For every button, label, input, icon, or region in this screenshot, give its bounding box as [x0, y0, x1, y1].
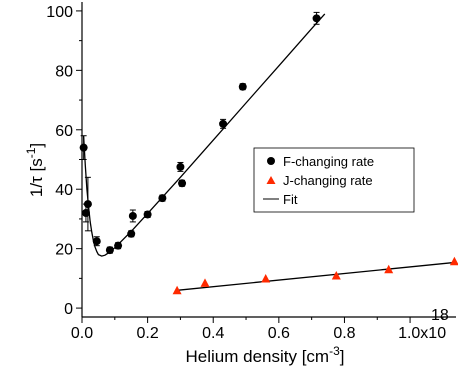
y-ticks: 0 20 40 60 80 100 [46, 4, 82, 318]
f-changing-point [128, 211, 137, 220]
x-tick-label: 0.2 [136, 325, 158, 342]
fit-line-1 [82, 13, 326, 257]
legend: F-changing rate J-changing rate Fit [253, 147, 415, 213]
f-changing-point [238, 82, 247, 91]
f-changing-point [143, 210, 152, 219]
x-tick-label: 1.0x10 [398, 325, 446, 342]
f-changing-point [114, 241, 123, 250]
x-tick-label: 0.0 [71, 325, 93, 342]
j-changing-point [200, 278, 210, 287]
fit-line-2 [177, 261, 457, 291]
x-tick-exponent: 18 [431, 307, 449, 324]
legend-label-j-changing: J-changing rate [283, 173, 373, 188]
y-axis-title-suffix: ] [27, 143, 46, 148]
f-changing-point [83, 200, 92, 209]
y-tick-label: 60 [55, 123, 73, 140]
x-axis-title-superscript: -3 [329, 344, 340, 358]
f-changing-point [178, 179, 187, 188]
x-ticks: 0.0 0.2 0.4 0.6 0.8 1.0x10 [71, 317, 446, 342]
f-changing-point [219, 119, 228, 128]
legend-box [253, 147, 415, 213]
f-changing-point [92, 237, 101, 246]
y-axis-title-superscript: -1 [24, 147, 38, 158]
x-tick-label: 0.4 [202, 325, 224, 342]
data-points [79, 11, 458, 295]
j-changing-point [449, 256, 458, 266]
f-changing-point [312, 14, 321, 23]
legend-marker-f-changing [267, 157, 275, 165]
legend-marker-j-changing [266, 176, 276, 184]
y-tick-label: 0 [64, 301, 73, 318]
y-tick-label: 80 [55, 63, 73, 80]
y-tick-label: 20 [55, 242, 73, 259]
y-tick-label: 40 [55, 182, 73, 199]
y-tick-label: 100 [46, 4, 73, 21]
f-changing-point [158, 194, 167, 203]
y-axis-title: 1/τ [s-1] [24, 143, 46, 197]
legend-label-fit: Fit [283, 192, 298, 207]
f-changing-point [176, 162, 185, 171]
x-axis-title-suffix: ] [340, 347, 345, 366]
x-tick-label: 0.6 [268, 325, 290, 342]
j-changing-point [172, 285, 182, 295]
f-changing-point [79, 143, 88, 152]
j-changing-point [384, 264, 394, 274]
x-tick-label: 0.8 [333, 325, 355, 342]
legend-label-f-changing: F-changing rate [283, 154, 374, 169]
f-changing-point [105, 246, 114, 255]
j-changing-point [261, 274, 271, 283]
j-changing-point [331, 271, 341, 280]
x-axis-title: Helium density [cm-3] [185, 344, 344, 366]
f-changing-point [81, 208, 90, 217]
f-changing-point [127, 229, 136, 238]
